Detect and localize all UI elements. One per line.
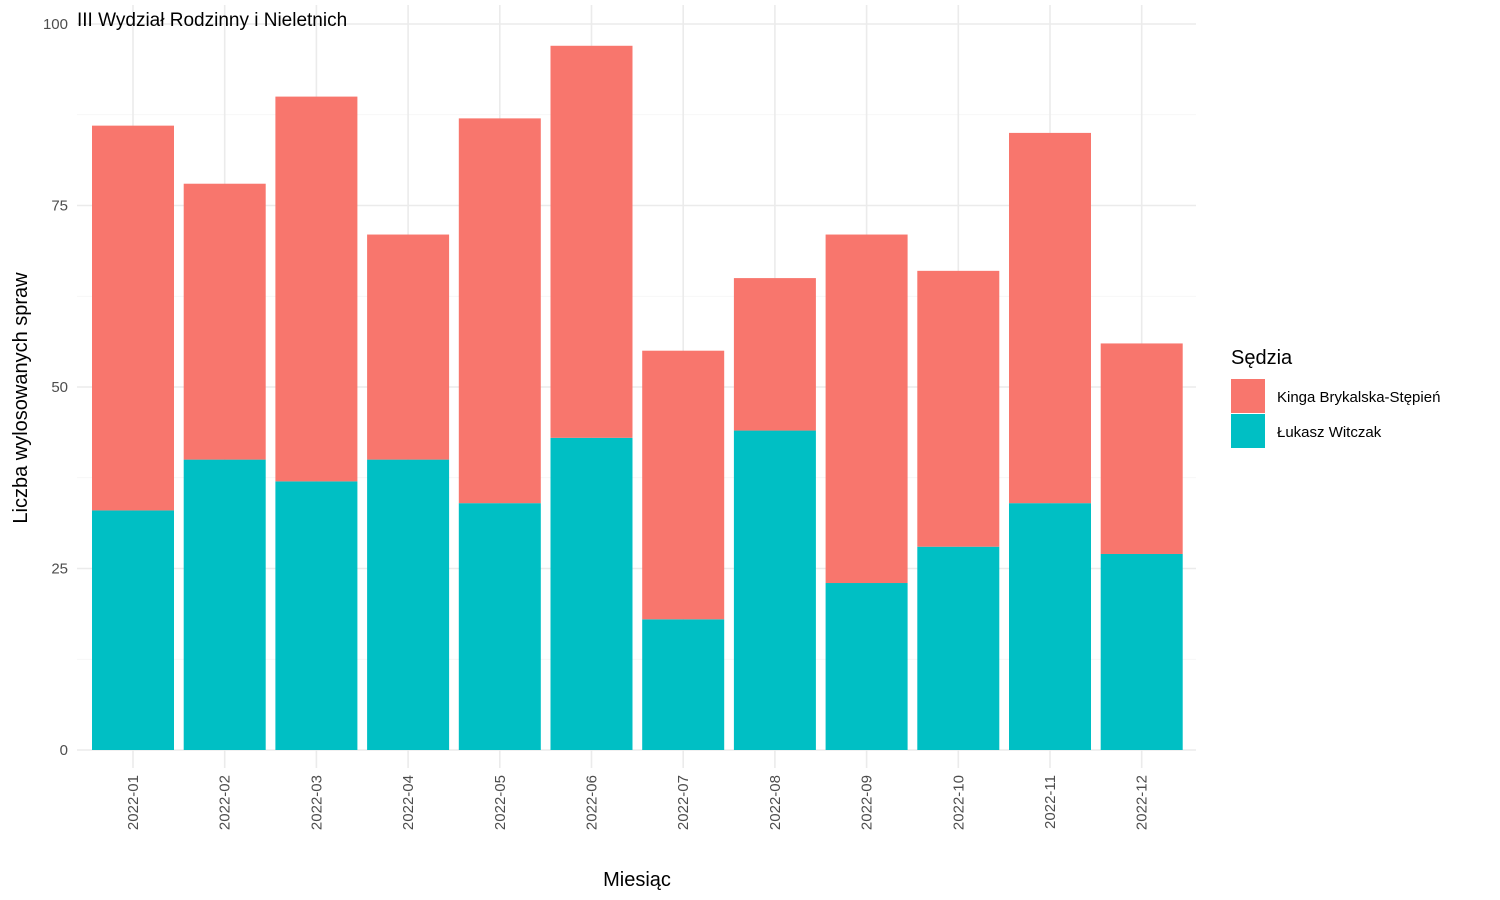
bar-segment: [1100, 553, 1183, 750]
x-tick-label: 2022-04: [400, 775, 417, 830]
y-axis-ticks: 0 25 50 75 100: [43, 16, 68, 759]
bar-segment: [1009, 503, 1091, 750]
bar-segment: [642, 619, 725, 750]
bar-segment: [550, 437, 633, 750]
bar-segment: [550, 45, 633, 438]
bar-segment: [733, 278, 816, 431]
legend-label: Kinga Brykalska-Stępień: [1277, 389, 1440, 406]
x-tick-label: 2022-02: [217, 775, 234, 830]
bar-segment: [1009, 132, 1091, 504]
bar-segment: [733, 430, 816, 750]
x-axis-title: Miesiąc: [603, 869, 671, 891]
y-axis-title: Liczba wylosowanych spraw: [10, 272, 32, 524]
bars: [92, 45, 1183, 750]
bar-segment: [275, 96, 358, 482]
bar-segment: [367, 459, 450, 750]
x-tick-label: 2022-05: [492, 775, 509, 830]
legend-swatch: [1231, 379, 1265, 413]
y-tick-label: 25: [51, 561, 68, 578]
bar-segment: [825, 583, 908, 750]
chart-title: III Wydział Rodzinny i Nieletnich: [77, 10, 347, 31]
x-tick-label: 2022-10: [950, 775, 967, 830]
bar-segment: [642, 350, 725, 620]
bar-segment: [92, 125, 174, 511]
bar-segment: [825, 234, 908, 584]
bar-segment: [917, 546, 1000, 750]
y-tick-label: 100: [43, 16, 68, 33]
bar-segment: [458, 118, 541, 504]
bar-segment: [367, 234, 450, 460]
bar-segment: [1100, 343, 1183, 554]
x-tick-label: 2022-07: [675, 775, 692, 830]
bar-segment: [92, 510, 174, 750]
bar-segment: [458, 503, 541, 750]
y-tick-label: 0: [60, 742, 68, 759]
bar-segment: [183, 183, 266, 460]
legend-title: Sędzia: [1231, 347, 1293, 369]
legend-label: Łukasz Witczak: [1277, 424, 1382, 441]
x-tick-label: 2022-06: [584, 775, 601, 830]
y-tick-label: 50: [51, 379, 68, 396]
x-tick-label: 2022-01: [125, 775, 142, 830]
x-axis-ticks: 2022-01 2022-02 2022-03 2022-04 2022-05 2022-…: [125, 775, 1151, 830]
x-tick-label: 2022-03: [308, 775, 325, 830]
x-tick-label: 2022-08: [767, 775, 784, 830]
bar-segment: [275, 481, 358, 750]
bar-segment: [917, 270, 1000, 547]
x-tick-label: 2022-11: [1042, 775, 1059, 829]
x-tick-label: 2022-09: [859, 775, 876, 830]
bar-segment: [183, 459, 266, 750]
legend: Sędzia Kinga Brykalska-Stępień Łukasz Wit…: [1231, 347, 1440, 448]
y-tick-label: 75: [51, 198, 68, 215]
x-tick-label: 2022-12: [1134, 775, 1151, 830]
legend-swatch: [1231, 414, 1265, 448]
